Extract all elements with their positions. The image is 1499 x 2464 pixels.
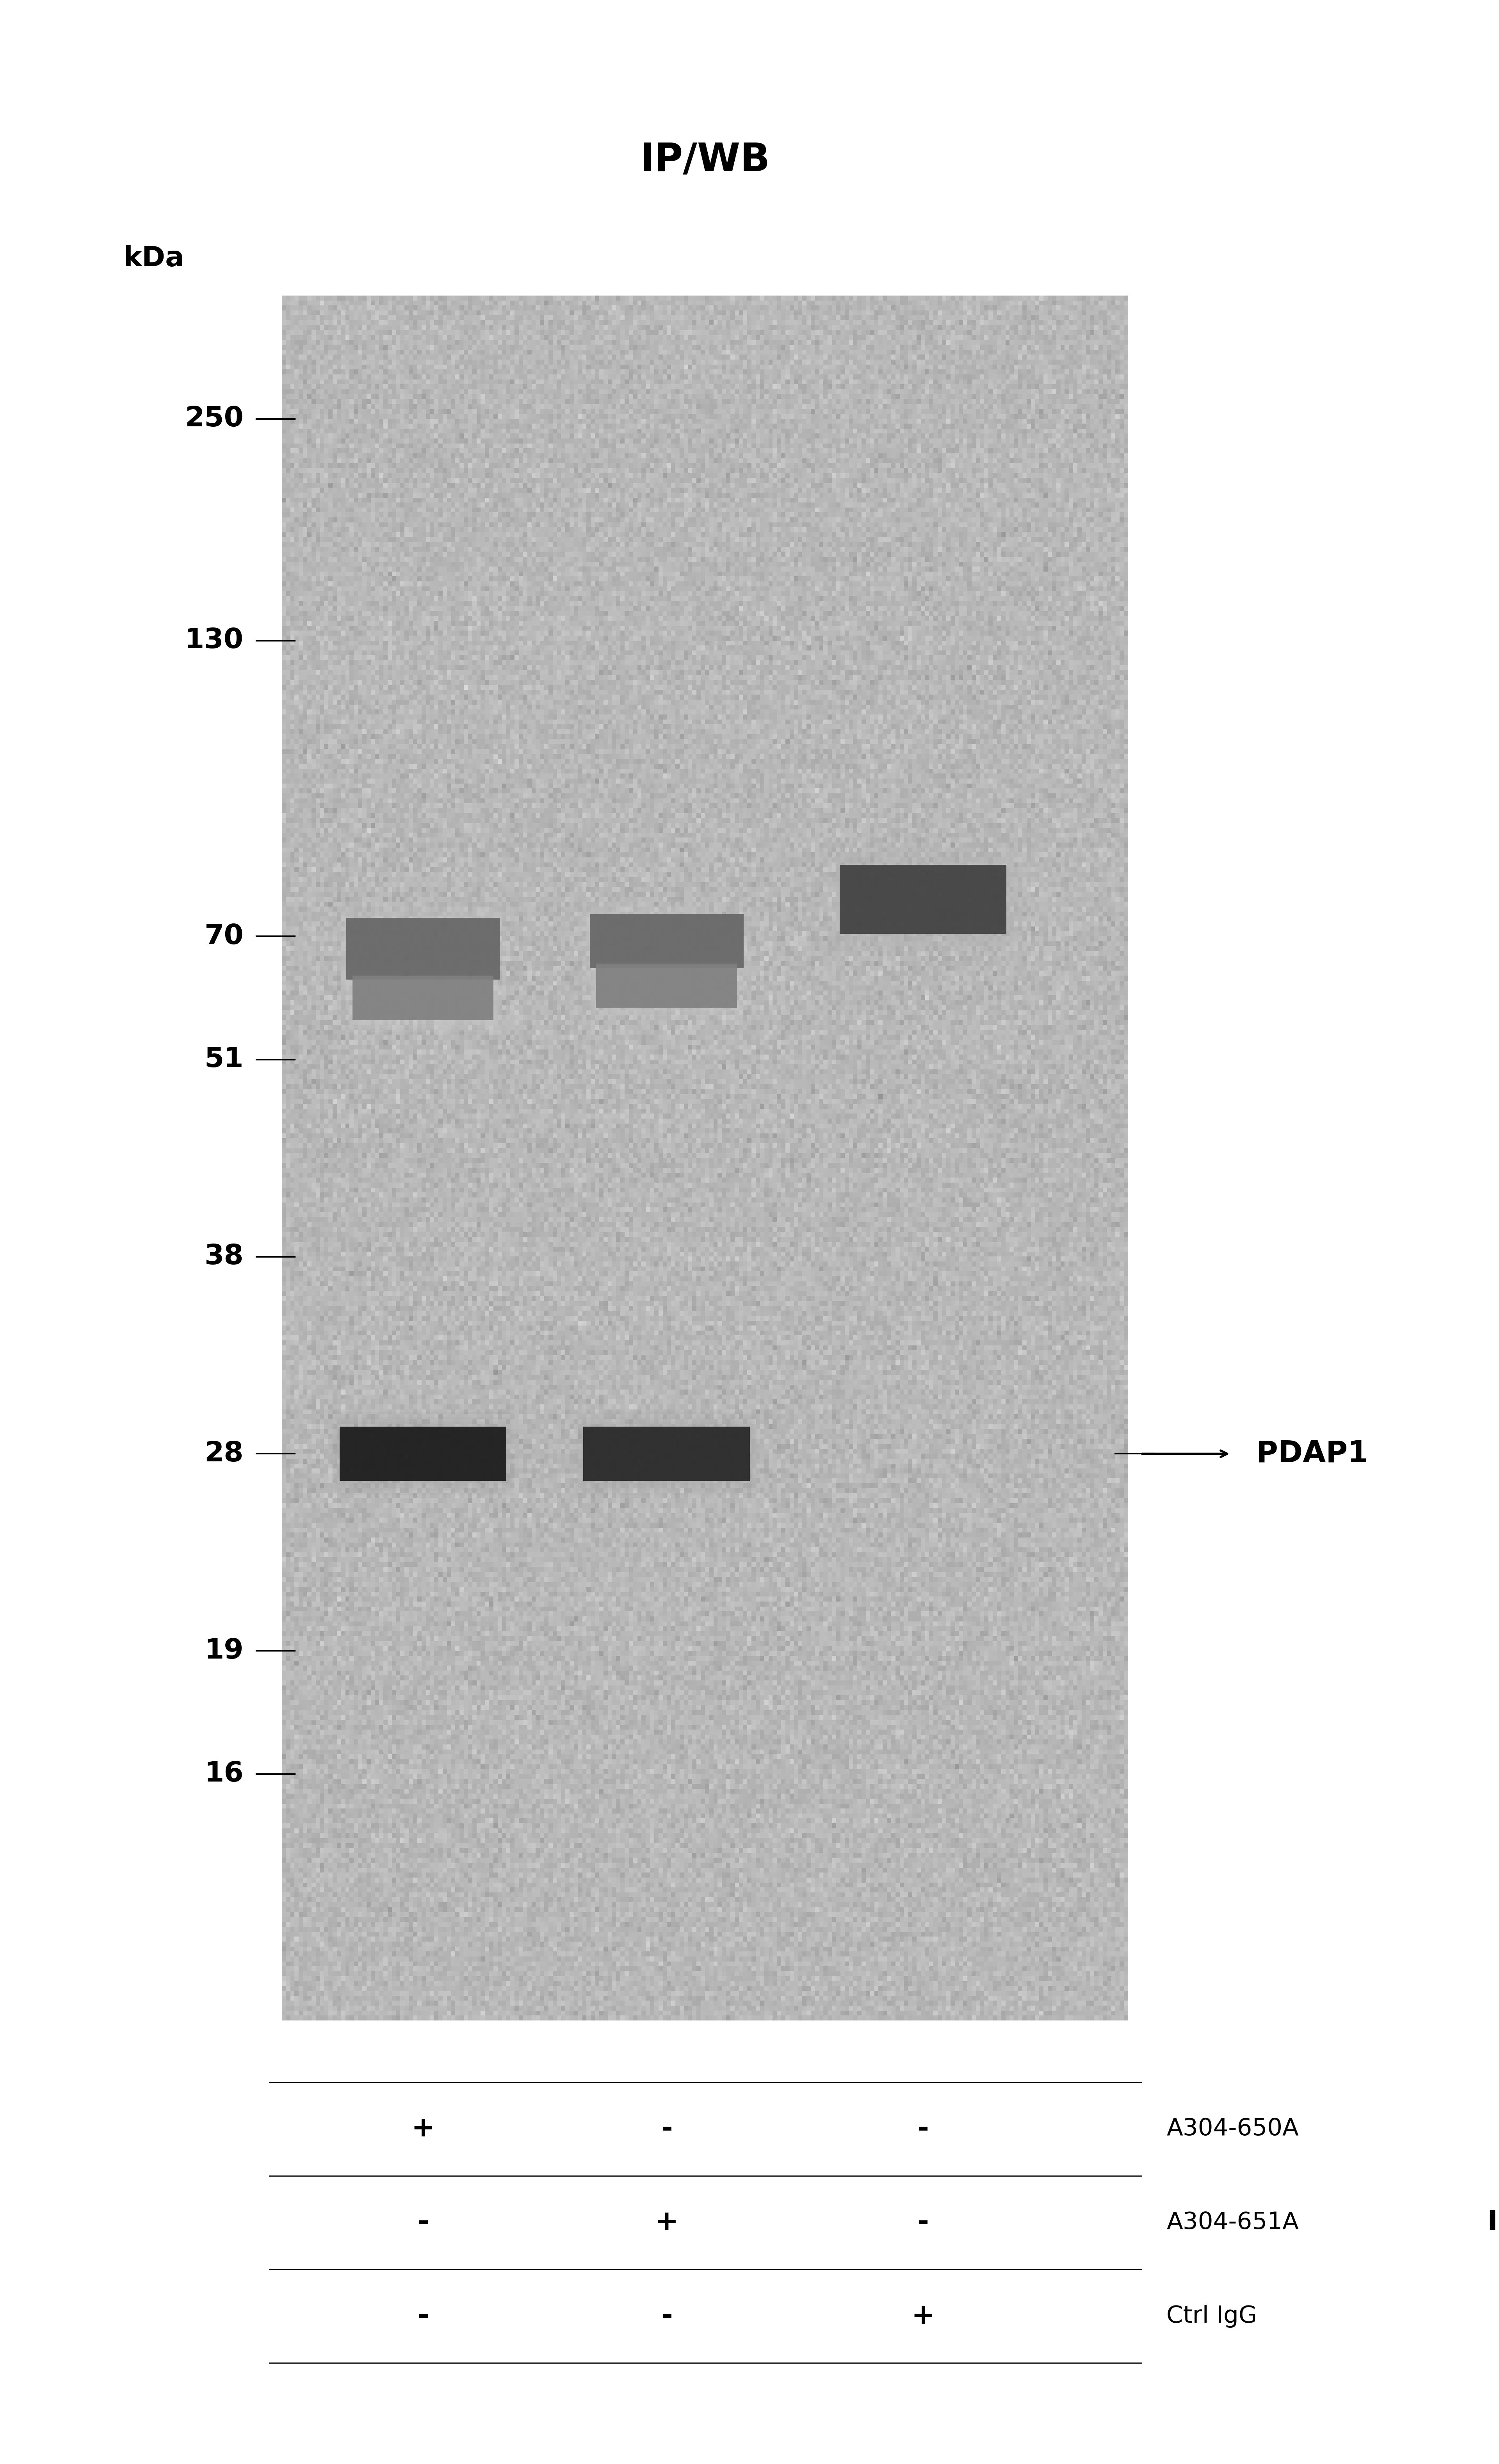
Bar bbox=[580, 1422, 752, 1486]
Text: kDa: kDa bbox=[123, 246, 184, 271]
Text: 38: 38 bbox=[204, 1244, 243, 1269]
Bar bbox=[579, 1417, 755, 1491]
Text: 19: 19 bbox=[204, 1639, 243, 1663]
Bar bbox=[597, 963, 738, 1008]
Bar bbox=[583, 899, 751, 983]
Text: IP: IP bbox=[1487, 2210, 1499, 2235]
Bar bbox=[588, 909, 747, 973]
Text: -: - bbox=[417, 2304, 429, 2328]
Bar bbox=[343, 912, 502, 986]
Text: 250: 250 bbox=[184, 407, 243, 431]
Bar bbox=[346, 917, 501, 978]
Bar bbox=[585, 904, 748, 978]
Text: -: - bbox=[917, 2117, 929, 2141]
Bar bbox=[589, 951, 744, 1020]
Text: 51: 51 bbox=[204, 1047, 243, 1072]
Bar bbox=[282, 296, 1129, 2020]
Bar bbox=[333, 1412, 514, 1496]
Bar bbox=[836, 857, 1009, 941]
Bar bbox=[589, 914, 744, 968]
Bar bbox=[339, 902, 507, 995]
Text: +: + bbox=[655, 2210, 679, 2235]
Bar bbox=[576, 1412, 757, 1496]
Text: 16: 16 bbox=[204, 1762, 243, 1786]
Bar bbox=[342, 907, 505, 991]
Text: -: - bbox=[661, 2117, 673, 2141]
Bar bbox=[832, 845, 1013, 954]
Text: IP/WB: IP/WB bbox=[640, 140, 770, 180]
Text: -: - bbox=[417, 2210, 429, 2235]
Text: -: - bbox=[917, 2210, 929, 2235]
Bar bbox=[835, 853, 1012, 946]
Bar bbox=[351, 971, 496, 1025]
Bar bbox=[594, 958, 739, 1013]
Text: 28: 28 bbox=[204, 1441, 243, 1466]
Bar bbox=[334, 1417, 511, 1491]
Text: 130: 130 bbox=[184, 628, 243, 653]
Bar bbox=[839, 865, 1006, 934]
Bar bbox=[337, 1422, 508, 1486]
Bar bbox=[348, 968, 498, 1027]
Text: A304-651A: A304-651A bbox=[1166, 2210, 1300, 2235]
Bar bbox=[583, 1427, 750, 1481]
Bar bbox=[340, 1427, 507, 1481]
Text: -: - bbox=[661, 2304, 673, 2328]
Bar bbox=[346, 963, 499, 1032]
Text: PDAP1: PDAP1 bbox=[1256, 1439, 1369, 1469]
Bar bbox=[352, 976, 493, 1020]
Text: A304-650A: A304-650A bbox=[1166, 2117, 1298, 2141]
Text: 70: 70 bbox=[204, 924, 243, 949]
Bar bbox=[592, 956, 742, 1015]
Text: +: + bbox=[411, 2117, 435, 2141]
Text: Ctrl IgG: Ctrl IgG bbox=[1166, 2304, 1258, 2328]
Text: +: + bbox=[911, 2304, 935, 2328]
